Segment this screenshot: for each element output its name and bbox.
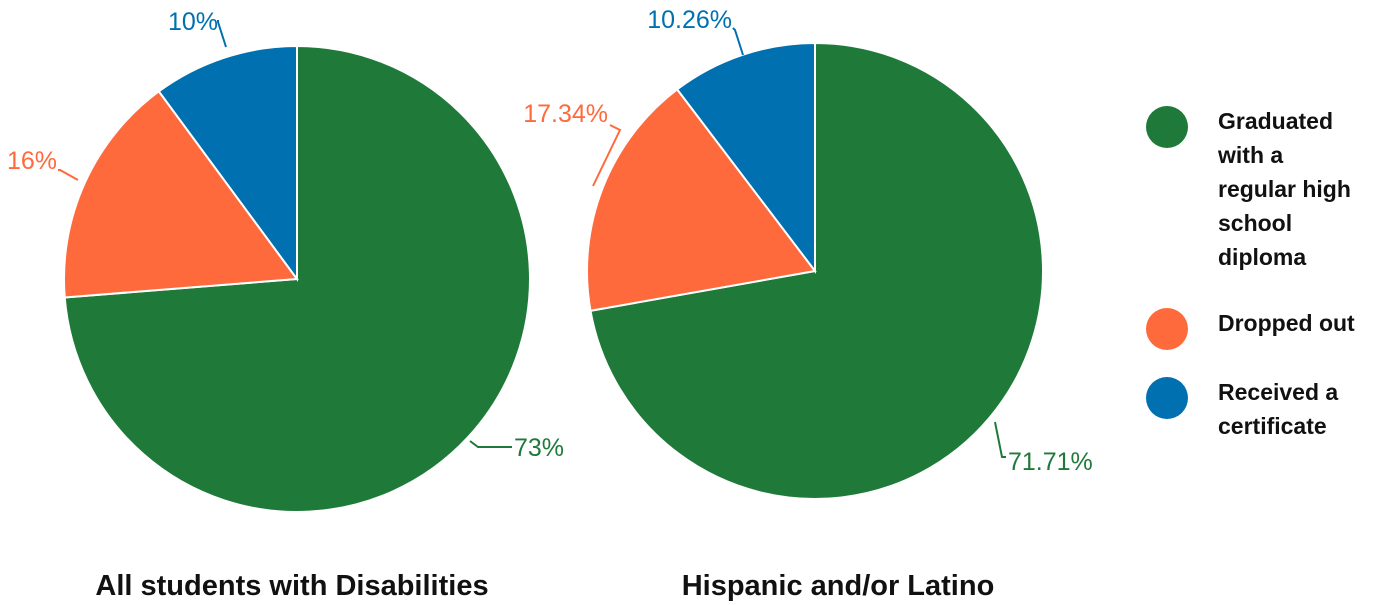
legend: Graduated with a regular high school diploma… (1146, 106, 1355, 439)
legend-label-graduated: Graduated with a regular high school diploma (1217, 108, 1351, 270)
pie-slice-graduated (589, 41, 1044, 500)
legend-label-dropped-out: Dropped out (1218, 310, 1355, 336)
pie-chart-all-students: 73% 16% 10% (7, 8, 564, 513)
pie-slice-dropped-out (63, 89, 299, 299)
data-label-certificate: 10.26% (647, 6, 732, 34)
chart-title-hispanic-latino: Hispanic and/or Latino (682, 570, 995, 602)
legend-label-certificate: Received a certificate (1218, 379, 1338, 439)
leader-line-dropped-out (58, 169, 79, 181)
chart-title-all-students: All students with Disabilities (95, 570, 488, 602)
pie-slice-dropped-out (586, 87, 817, 312)
leader-line-dropped-out (592, 124, 622, 187)
data-label-dropped-out: 17.34% (523, 100, 608, 128)
leader-line-certificate (217, 20, 227, 48)
data-label-graduated: 71.71% (1008, 448, 1093, 476)
data-label-graduated: 73% (514, 434, 564, 462)
legend-swatch-dropped-out (1146, 308, 1188, 350)
leader-line-graduated (994, 421, 1006, 458)
legend-swatch-certificate (1146, 377, 1188, 419)
pie-chart-hispanic-latino: 71.71% 17.34% 10.26% (523, 6, 1093, 500)
leader-line-graduated (469, 440, 512, 448)
pie-slice-certificate (157, 44, 298, 283)
data-label-certificate: 10% (168, 8, 218, 36)
leader-line-certificate (732, 27, 744, 56)
legend-swatch-graduated (1146, 106, 1188, 148)
data-label-dropped-out: 16% (7, 147, 57, 175)
